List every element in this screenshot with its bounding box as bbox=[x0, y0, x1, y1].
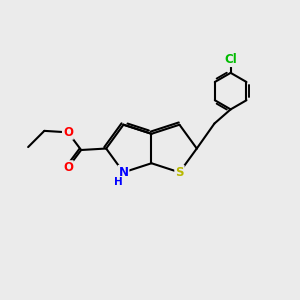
Text: Cl: Cl bbox=[224, 53, 237, 66]
Text: N: N bbox=[118, 166, 128, 179]
Text: S: S bbox=[175, 166, 184, 179]
Text: H: H bbox=[114, 177, 122, 187]
Text: O: O bbox=[63, 161, 73, 174]
Text: O: O bbox=[63, 126, 73, 139]
